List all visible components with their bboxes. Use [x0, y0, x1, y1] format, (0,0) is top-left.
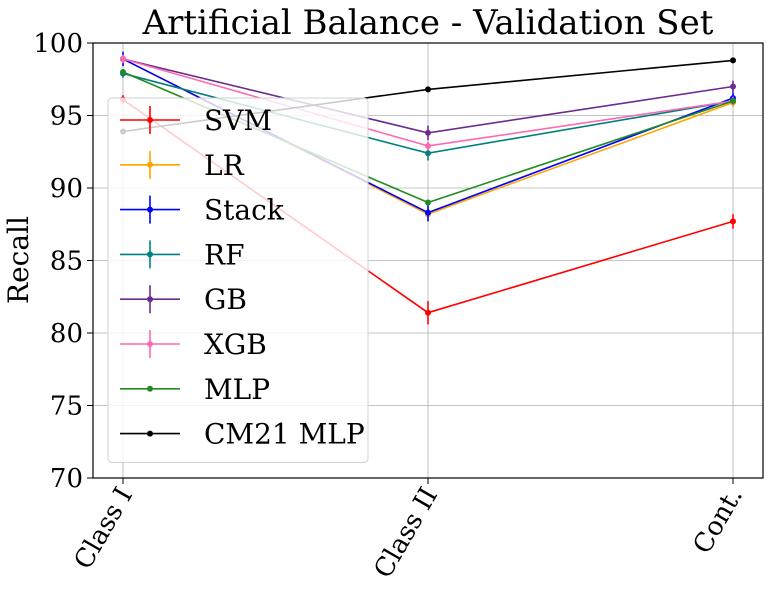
legend-item: SVM	[120, 104, 272, 137]
y-tick-label: 95	[50, 102, 83, 132]
legend-item: CM21 MLP	[120, 418, 365, 451]
x-tick-label: Class II	[368, 483, 444, 584]
legend-label: Stack	[204, 194, 285, 227]
data-point	[425, 86, 431, 93]
y-ticks: 70 75 80 85 90 95 100	[33, 29, 93, 494]
legend-label: GB	[204, 283, 247, 316]
x-ticks: Class I Class II Cont.	[69, 478, 749, 583]
data-point	[730, 83, 736, 90]
x-tick-label: Cont.	[688, 483, 749, 560]
legend-box	[107, 97, 369, 463]
data-point	[730, 218, 736, 225]
legend-item: LR	[120, 149, 245, 182]
legend-swatch-marker	[147, 206, 153, 213]
legend-swatch-marker	[147, 161, 153, 168]
legend-label: LR	[204, 149, 245, 182]
legend-swatch-marker	[147, 341, 153, 347]
data-point	[425, 142, 431, 149]
y-tick-label: 80	[50, 319, 83, 349]
data-point	[730, 98, 736, 104]
data-point	[425, 309, 431, 316]
legend: SVM LR Stack RF GB XGB MLP CM21 MLP	[107, 97, 369, 463]
data-point	[425, 129, 431, 136]
legend-label: CM21 MLP	[204, 418, 365, 451]
y-axis-label: Recall	[2, 216, 35, 304]
legend-label: SVM	[204, 104, 272, 137]
legend-swatch-marker	[147, 251, 153, 258]
data-point	[730, 57, 736, 64]
legend-swatch-marker	[147, 385, 153, 392]
legend-swatch-marker	[147, 430, 153, 437]
data-point	[425, 150, 431, 157]
data-point	[120, 55, 126, 62]
x-tick-label: Class I	[69, 483, 139, 575]
legend-item: RF	[120, 238, 245, 271]
y-tick-label: 75	[50, 392, 83, 422]
data-point	[120, 69, 126, 75]
legend-item: MLP	[120, 373, 270, 406]
legend-swatch-marker	[147, 296, 153, 303]
y-tick-label: 85	[50, 247, 83, 277]
data-point	[425, 199, 431, 206]
y-tick-label: 100	[33, 29, 83, 59]
y-tick-label: 90	[50, 174, 83, 204]
legend-swatch-marker	[147, 117, 153, 123]
chart-title: Artificial Balance - Validation Set	[142, 3, 714, 43]
legend-label: XGB	[204, 328, 267, 361]
legend-label: RF	[204, 238, 245, 271]
legend-label: MLP	[204, 373, 270, 406]
legend-item: GB	[120, 283, 247, 316]
data-point	[425, 209, 431, 216]
legend-item: XGB	[120, 328, 267, 361]
y-tick-label: 70	[50, 464, 83, 494]
legend-item: Stack	[120, 194, 285, 227]
